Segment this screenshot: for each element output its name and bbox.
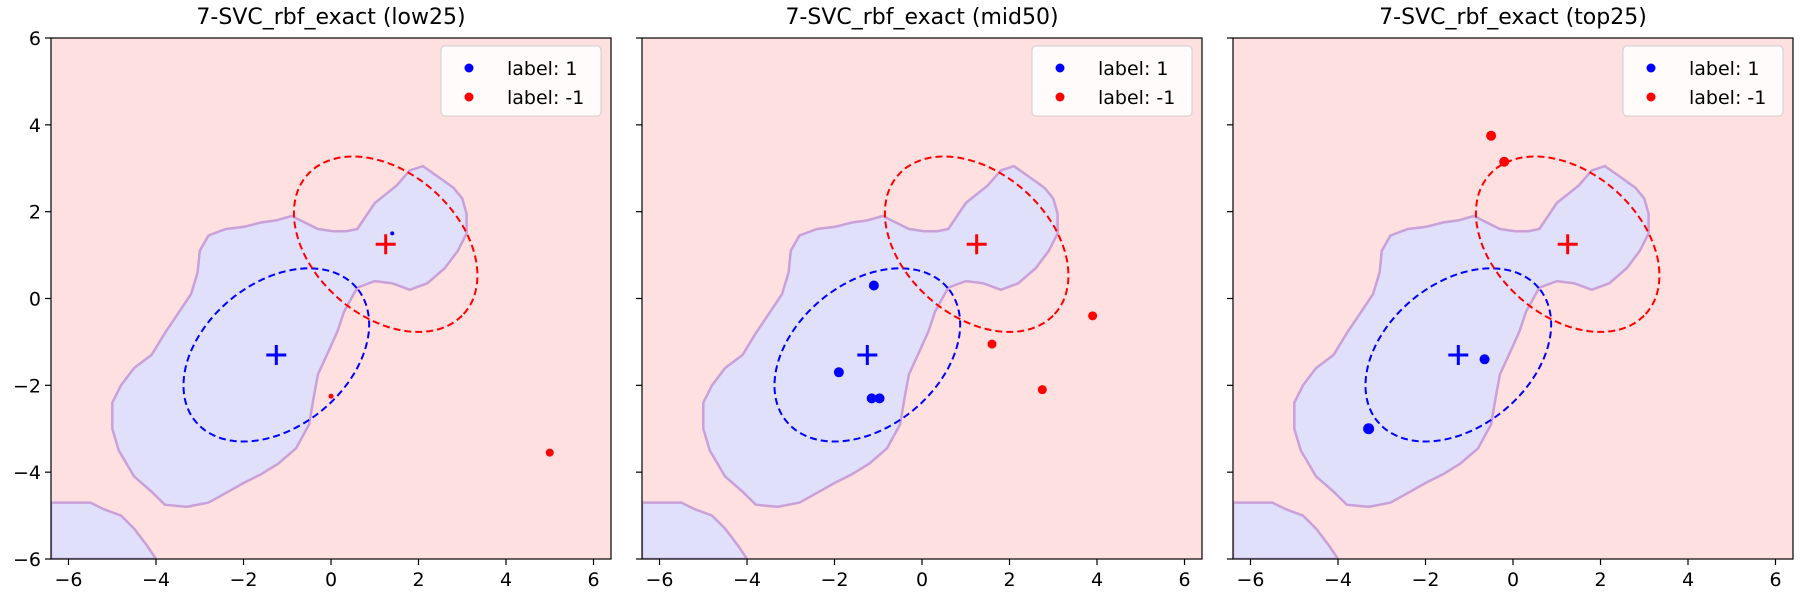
y-tick-label: 4 <box>29 115 41 137</box>
y-tick-label: 6 <box>29 28 41 50</box>
point-label-neg <box>1037 385 1047 395</box>
legend-marker <box>1055 63 1065 73</box>
point-label-pos <box>866 393 877 404</box>
x-tick-label: −4 <box>142 569 170 591</box>
y-tick-label: −4 <box>13 462 41 484</box>
x-tick-label: −6 <box>645 569 673 591</box>
chart-title: 7-SVC_rbf_exact (top25) <box>1379 5 1647 30</box>
x-tick-label: 6 <box>1178 569 1190 591</box>
x-tick-label: 4 <box>1091 569 1103 591</box>
legend-label: label: 1 <box>507 58 577 80</box>
subplot-low25: −6 −4 −2 0 2 4 6 −6 −4 −2 0 2 4 6 7-SVC_rbf_exact (low… <box>13 5 612 591</box>
point-label-pos <box>868 280 879 291</box>
x-tick-label: 0 <box>1507 569 1519 591</box>
x-tick-label: 4 <box>1682 569 1694 591</box>
chart-title: 7-SVC_rbf_exact (low25) <box>196 5 465 30</box>
ellipse-positive <box>773 267 962 443</box>
ellipse-negative <box>292 155 479 333</box>
x-tick-label: −4 <box>1324 569 1352 591</box>
x-tick-label: 4 <box>500 569 512 591</box>
region-positive-corner <box>642 501 749 559</box>
region-positive <box>111 164 468 509</box>
legend-label: label: -1 <box>1689 87 1766 109</box>
ellipse-positive <box>1364 267 1553 443</box>
center-marker-1 <box>375 234 396 255</box>
x-tick-label: −6 <box>54 569 82 591</box>
point-label-pos <box>390 231 395 236</box>
point-label-neg <box>328 393 334 399</box>
y-tick-label: 0 <box>29 289 41 311</box>
ellipse-negative <box>1474 155 1661 333</box>
point-label-pos <box>1363 423 1375 435</box>
legend-label: label: -1 <box>1098 87 1175 109</box>
x-tick-label: 0 <box>325 569 337 591</box>
point-label-pos <box>1479 354 1490 365</box>
legend-label: label: -1 <box>507 87 584 109</box>
legend-label: label: 1 <box>1689 58 1759 80</box>
subplot-top25: −6 −4 −2 0 2 4 6 7-SVC_rbf_exact (top25) label: … <box>1227 5 1794 591</box>
x-tick-label: 2 <box>1003 569 1015 591</box>
region-positive-corner <box>51 501 158 559</box>
chart-title: 7-SVC_rbf_exact (mid50) <box>785 5 1058 30</box>
center-marker-1 <box>966 234 987 255</box>
y-tick-label: 2 <box>29 202 41 224</box>
x-tick-label: 6 <box>587 569 599 591</box>
x-tick-label: 0 <box>916 569 928 591</box>
center-marker-0 <box>857 344 878 365</box>
x-tick-label: −2 <box>820 569 848 591</box>
x-tick-label: 2 <box>412 569 424 591</box>
legend-box <box>1031 45 1193 117</box>
x-tick-label: −2 <box>1411 569 1439 591</box>
legend-box <box>440 45 602 117</box>
point-label-pos <box>874 393 885 404</box>
ellipse-negative <box>883 155 1070 333</box>
x-tick-label: 6 <box>1769 569 1781 591</box>
legend-box <box>1622 45 1784 117</box>
legend-marker <box>1646 92 1656 102</box>
point-label-neg <box>545 448 554 457</box>
legend-marker <box>464 63 474 73</box>
region-positive <box>702 164 1059 509</box>
legend-label: label: 1 <box>1098 58 1168 80</box>
x-tick-label: −6 <box>1236 569 1264 591</box>
legend-marker <box>1055 92 1065 102</box>
y-tick-label: −2 <box>13 375 41 397</box>
center-marker-0 <box>266 344 287 365</box>
center-marker-1 <box>1557 234 1578 255</box>
x-tick-label: −4 <box>733 569 761 591</box>
legend-marker <box>464 92 474 102</box>
center-marker-0 <box>1448 344 1469 365</box>
point-label-pos <box>833 367 844 378</box>
y-tick-label: −6 <box>13 549 41 571</box>
point-label-neg <box>1088 311 1098 321</box>
region-positive <box>1293 164 1650 509</box>
point-label-neg <box>987 339 997 349</box>
point-label-neg <box>1499 156 1510 167</box>
x-tick-label: 2 <box>1594 569 1606 591</box>
legend-marker <box>1646 63 1656 73</box>
region-positive-corner <box>1233 501 1340 559</box>
point-label-neg <box>1486 130 1497 141</box>
subplot-mid50: −6 −4 −2 0 2 4 6 7-SVC_rbf_exact (mid50) label: … <box>636 5 1203 591</box>
ellipse-positive <box>182 267 371 443</box>
x-tick-label: −2 <box>229 569 257 591</box>
